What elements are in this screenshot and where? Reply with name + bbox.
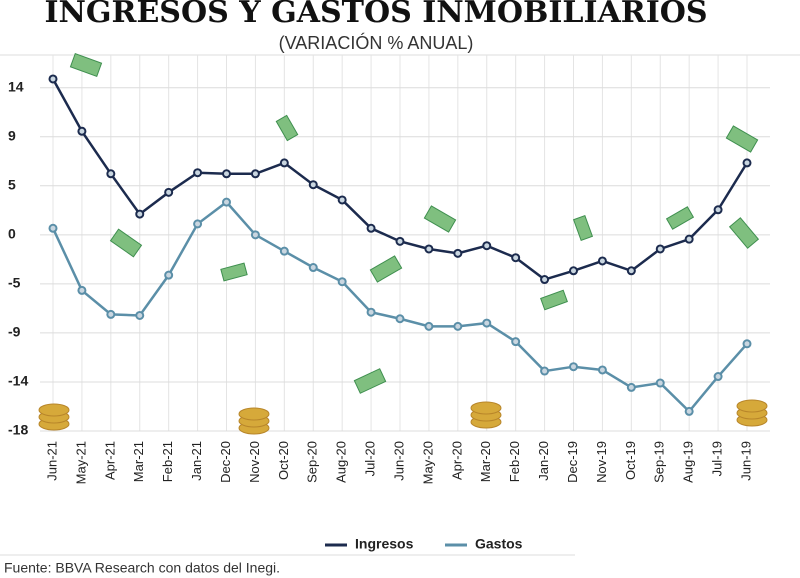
point [424, 244, 434, 254]
point [164, 187, 174, 197]
point [742, 339, 752, 349]
decorations [38, 52, 768, 435]
y-tick-label: 9 [8, 127, 16, 143]
x-tick-label: Jul-20 [363, 441, 378, 476]
point [482, 241, 492, 251]
point [135, 310, 145, 320]
point [106, 169, 116, 179]
legend-label: Gastos [475, 536, 523, 552]
point [106, 309, 116, 319]
point [308, 263, 318, 273]
point [684, 406, 694, 416]
x-tick-label: Jun-21 [44, 441, 59, 481]
point [453, 248, 463, 258]
x-tick-label: Aug-19 [681, 441, 696, 483]
y-tick-label: -14 [8, 373, 28, 389]
x-tick-label: Nov-19 [594, 441, 609, 483]
point [337, 195, 347, 205]
x-tick-label: Jan-21 [189, 441, 204, 481]
point [684, 234, 694, 244]
point [540, 275, 550, 285]
point [164, 270, 174, 280]
point [222, 197, 231, 207]
x-tick-label: Dec-19 [565, 441, 580, 483]
point [626, 266, 636, 276]
point [713, 205, 723, 215]
x-tick-label: Jun-19 [738, 441, 753, 481]
point [279, 246, 289, 256]
point [713, 372, 723, 382]
point [366, 307, 376, 317]
point [279, 158, 289, 168]
point [48, 74, 58, 84]
source: Fuente: BBVA Research con datos del Ineg… [4, 560, 280, 576]
x-tick-label: Jul-19 [710, 441, 725, 476]
x-tick-label: Feb-21 [160, 441, 175, 482]
point [77, 126, 87, 136]
x-tick-label: Oct-19 [623, 441, 638, 480]
x-tick-label: Sep-19 [652, 441, 667, 483]
x-tick-label: May-21 [73, 441, 88, 484]
point [250, 230, 260, 240]
legend-label: Ingresos [355, 536, 414, 552]
x-tick-label: Sep-20 [305, 441, 320, 483]
point [193, 219, 203, 229]
x-tick-label: Aug-20 [334, 441, 349, 483]
point [337, 277, 347, 287]
x-tick-label: Mar-21 [131, 441, 146, 482]
y-tick-label: 14 [8, 78, 24, 94]
chart-subtitle: (VARIACIÓN % ANUAL) [279, 32, 474, 53]
x-tick-label: Feb-20 [507, 441, 522, 482]
point [250, 169, 260, 179]
x-tick-label: Jan-20 [536, 441, 551, 481]
point [308, 180, 318, 190]
point [453, 321, 463, 331]
x-tick-label: Nov-20 [247, 441, 262, 483]
point [135, 209, 145, 219]
y-tick-label: 0 [8, 226, 16, 242]
point [597, 365, 607, 375]
point [193, 168, 203, 178]
x-tick-label: Oct-20 [276, 441, 291, 480]
point [655, 244, 665, 254]
x-tick-label: May-20 [420, 441, 435, 484]
point [395, 236, 405, 246]
point [222, 169, 231, 179]
x-tick-label: Jun-20 [391, 441, 406, 481]
y-tick-label: -18 [8, 422, 28, 438]
point [742, 158, 752, 168]
point [482, 318, 492, 328]
x-tick-label: Apr-20 [449, 441, 464, 480]
y-tick-label: 5 [8, 176, 16, 192]
point [655, 378, 665, 388]
point [395, 314, 405, 324]
point [569, 362, 578, 372]
point [511, 337, 521, 347]
point [626, 382, 636, 392]
point [366, 223, 376, 233]
chart-title: INGRESOS Y GASTOS INMOBILIARIOS [44, 0, 707, 30]
point [48, 223, 58, 233]
point [511, 253, 521, 263]
point [424, 321, 434, 331]
y-tick-label: -9 [8, 324, 21, 340]
x-tick-label: Dec-20 [218, 441, 233, 483]
y-tick-label: -5 [8, 275, 21, 291]
point [597, 256, 607, 266]
x-tick-label: Apr-21 [102, 441, 117, 480]
x-tick-label: Mar-20 [478, 441, 493, 482]
point [77, 285, 87, 295]
point [540, 366, 550, 376]
point [569, 266, 578, 276]
